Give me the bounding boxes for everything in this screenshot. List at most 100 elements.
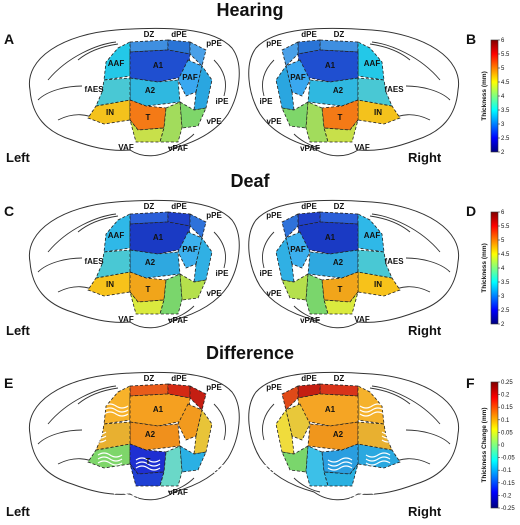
hatch-stripe <box>97 456 123 462</box>
region-ipe <box>193 237 213 283</box>
region-label-paf: PAF <box>290 245 306 254</box>
region-ipe <box>275 237 295 283</box>
region-label-paf: PAF <box>182 73 198 82</box>
panel-label-c: C <box>4 203 14 219</box>
region-label-vpe: vPE <box>266 117 282 126</box>
hatch-stripe <box>135 457 161 463</box>
panel-label-e: E <box>4 375 13 391</box>
brain-panel-e <box>28 371 240 501</box>
colorbar-tick-label: 5 <box>501 66 505 72</box>
hatch-stripe <box>261 469 287 475</box>
panel-label-b: B <box>466 31 476 47</box>
sulcus-line <box>167 477 195 493</box>
region-vpe <box>179 273 207 301</box>
colorbar-tick-label: 2.5 <box>501 136 510 142</box>
region-dz <box>319 211 359 225</box>
region-label-aaf: AAF <box>108 59 125 68</box>
colorbar-tick-label: -0.1 <box>501 468 512 474</box>
region-label-faes: fAES <box>84 85 104 94</box>
region-dpe <box>167 383 191 399</box>
region-aaf <box>357 385 385 425</box>
hatch-stripe <box>327 465 353 471</box>
region-label-t: T <box>338 113 343 122</box>
sulcus-line <box>77 215 119 233</box>
region-dpe <box>297 211 321 227</box>
region-paf <box>177 59 203 97</box>
region-label-faes: fAES <box>84 257 104 266</box>
region-paf <box>177 231 203 269</box>
colorbar-tick-label: 5.5 <box>501 52 510 58</box>
region-dpe <box>167 39 191 55</box>
sulcus-line <box>213 231 226 269</box>
sulcus-line <box>47 385 117 425</box>
region-in <box>357 271 401 297</box>
region-label-faes: fAES <box>384 257 404 266</box>
panel-label-d: D <box>466 203 476 219</box>
brain-panel-b <box>248 27 460 157</box>
section-title-difference: Difference <box>206 343 294 363</box>
region-dpe <box>297 383 321 399</box>
sulcus-line <box>293 133 321 149</box>
sulcus-line <box>167 133 195 149</box>
region-paf <box>285 403 311 441</box>
brain-panel-c <box>28 199 240 329</box>
colorbar-tick-label: 6 <box>501 210 505 216</box>
colorbar-tick-label: 2.5 <box>501 308 510 314</box>
region-ipe <box>193 65 213 111</box>
colorbar-tick-label: 4.5 <box>501 80 510 86</box>
hatch-stripe <box>365 460 391 466</box>
colorbar-tick-label: 4 <box>501 266 505 272</box>
region-label-dz: DZ <box>144 202 155 211</box>
region-label-dz: DZ <box>334 202 345 211</box>
colorbar-tick-label: 6 <box>501 38 505 44</box>
colorbar-0: 6 5.5 5 4.5 4 3.5 3 2.5 2 Thickness (mm) <box>481 38 510 156</box>
region-label-vpe: vPE <box>206 117 222 126</box>
region-aaf <box>103 213 131 253</box>
region-faes <box>95 249 131 279</box>
hatch-stripe <box>359 411 385 417</box>
hatch-stripe <box>349 491 375 497</box>
colorbar-gradient <box>490 381 499 509</box>
region-in <box>87 271 131 297</box>
hatch-stripe <box>113 487 139 493</box>
sulcus-line <box>293 477 321 493</box>
hatch-stripe <box>381 433 407 439</box>
sulcus-line <box>405 257 451 273</box>
region-label-dz: DZ <box>334 30 345 39</box>
region-vpaf <box>159 101 183 143</box>
region-aaf <box>103 385 131 425</box>
region-vpaf <box>159 445 183 487</box>
region-label-ppe: pPE <box>206 383 222 392</box>
sulcus-line <box>371 213 441 253</box>
colorbar-1: 6 5.5 5 4.5 4 3.5 3 2.5 2 Thickness (mm) <box>481 210 510 328</box>
hatch-stripe <box>81 433 107 439</box>
region-label-a1: A1 <box>153 233 164 242</box>
hatch-stripe <box>135 465 161 471</box>
region-faes <box>357 77 393 107</box>
region-label-vaf: VAF <box>354 315 370 324</box>
sulcus-line <box>371 385 441 425</box>
region-label-t: T <box>338 285 343 294</box>
region-label-vaf: VAF <box>118 315 134 324</box>
colorbar-tick-label: 4 <box>501 94 505 100</box>
sulcus-line <box>77 43 119 61</box>
region-label-paf: PAF <box>182 245 198 254</box>
region-vpaf <box>305 101 329 143</box>
hatch-stripe <box>81 437 107 443</box>
colorbar-title: Thickness Change (mm) <box>481 407 488 482</box>
region-label-ipe: iPE <box>216 269 230 278</box>
region-ppe <box>189 385 207 411</box>
region-dpe <box>297 39 321 55</box>
sulcus-line <box>369 387 411 405</box>
sulcus-line <box>405 429 451 445</box>
region-label-vpaf: vPAF <box>168 488 188 497</box>
region-label-aaf: AAF <box>364 59 381 68</box>
region-label-dz: DZ <box>144 374 155 383</box>
region-label-vaf: VAF <box>118 143 134 152</box>
hemisphere-label-e: Left <box>6 504 31 519</box>
region-label-vpaf: vPAF <box>168 316 188 325</box>
region-ppe <box>189 213 207 239</box>
region-label-ipe: iPE <box>260 97 274 106</box>
section-title-deaf: Deaf <box>230 171 270 191</box>
colorbar-tick-label: 0.2 <box>501 393 510 399</box>
